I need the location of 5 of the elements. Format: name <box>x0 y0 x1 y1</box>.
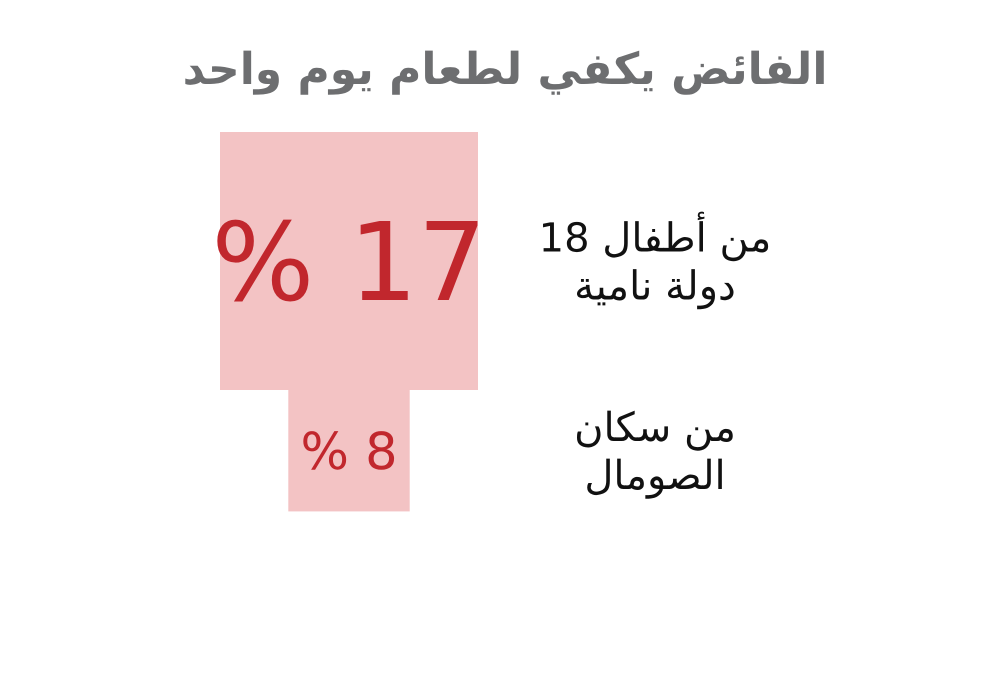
category-label: من أطفال 18 دولة نامية <box>538 211 772 310</box>
data-label: 8 % <box>300 423 398 482</box>
text: الفائض يكفي لطعام يوم واحد <box>182 44 828 95</box>
data-label: 17 % <box>211 199 487 326</box>
category-label: من سكان الصومال <box>574 405 736 500</box>
